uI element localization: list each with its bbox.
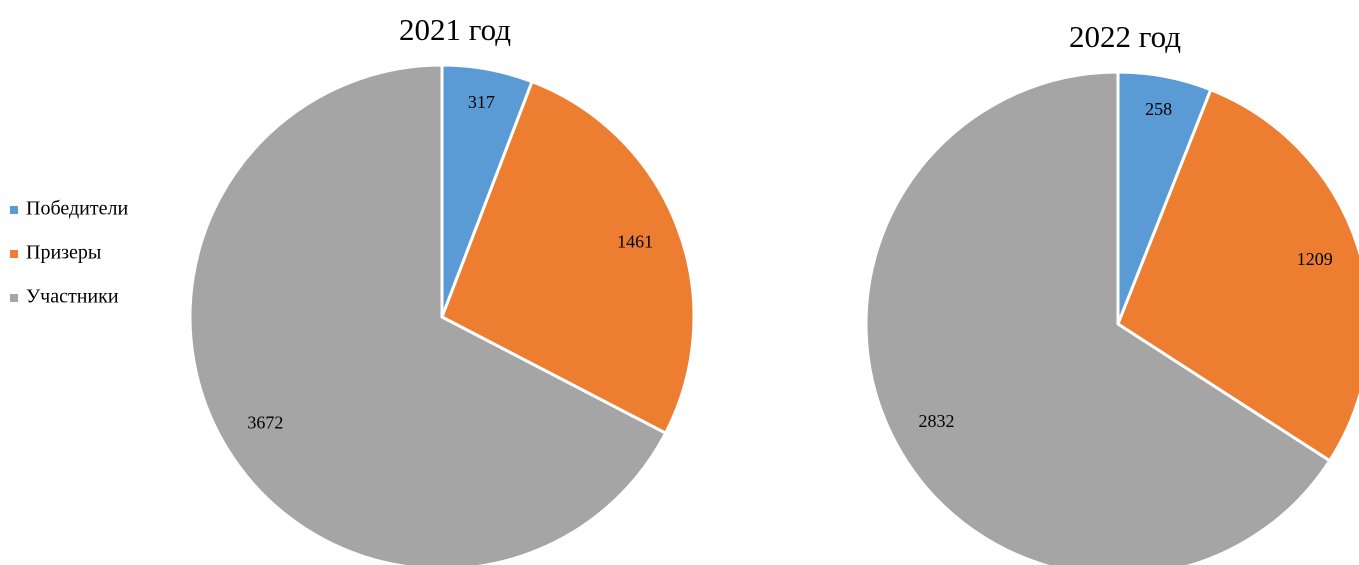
chart-title: 2022 год — [1069, 19, 1181, 54]
pie-slice — [1116, 87, 1359, 463]
legend-swatch — [10, 250, 18, 258]
data-label: 3672 — [247, 412, 283, 432]
data-label: 2832 — [919, 411, 955, 431]
legend-label: Участники — [26, 286, 119, 308]
pie-slice — [864, 70, 1332, 565]
data-label: 258 — [1145, 99, 1172, 119]
data-label: 1461 — [617, 232, 653, 252]
legend-label: Победители — [26, 198, 128, 220]
pie-slice — [440, 79, 696, 436]
data-label: 1209 — [1297, 249, 1333, 269]
legend-label: Призеры — [26, 242, 101, 264]
legend-swatch — [10, 206, 18, 214]
chart-title: 2021 год — [399, 12, 511, 47]
pie-slice — [188, 63, 668, 565]
legend-swatch — [10, 294, 18, 302]
data-label: 317 — [468, 92, 495, 112]
